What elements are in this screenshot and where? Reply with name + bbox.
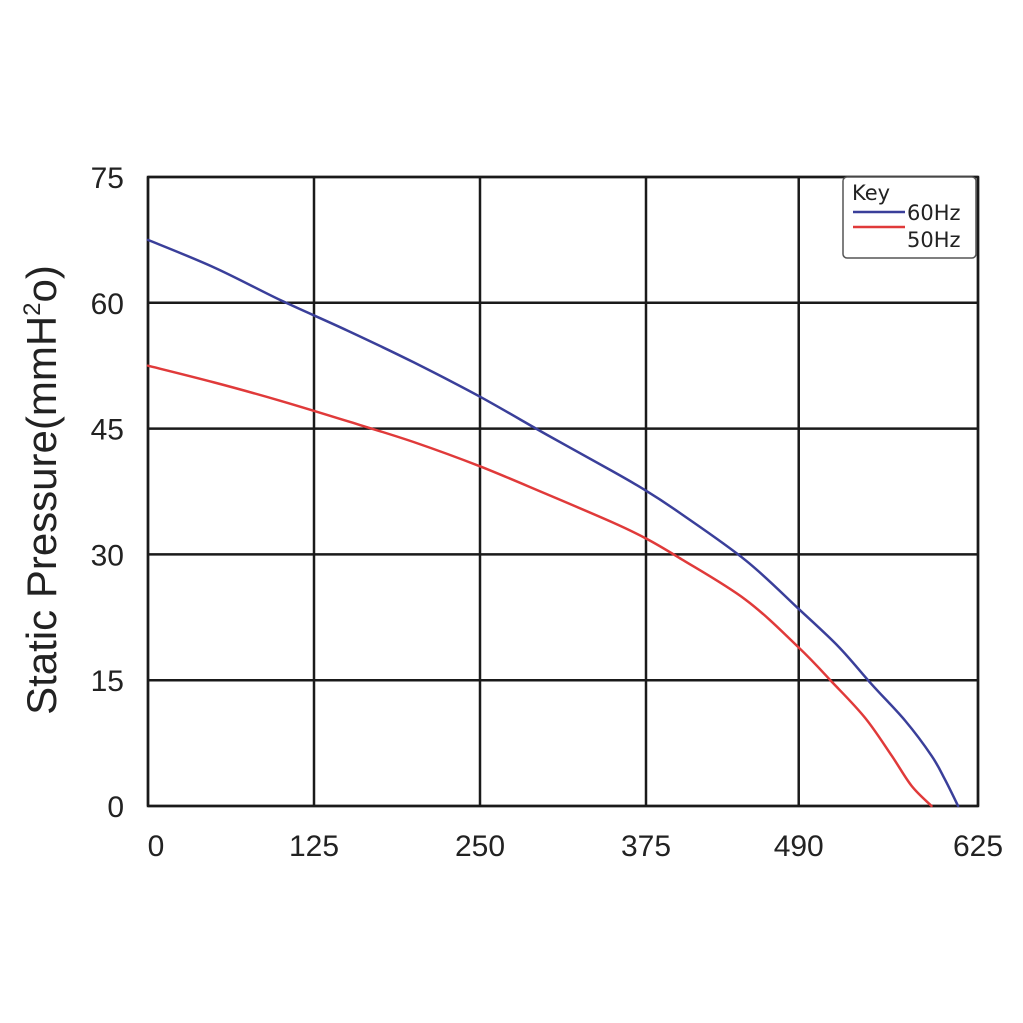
y-tick-label: 15 (91, 665, 124, 698)
y-axis-label-superscript: 2 (19, 302, 46, 315)
x-tick-label: 625 (953, 830, 1003, 863)
x-tick-label: 375 (621, 830, 671, 863)
x-tick-label: 0 (148, 830, 165, 863)
x-tick-label: 250 (455, 830, 505, 863)
y-axis-label: Static Pressure(mmH2o) (18, 265, 65, 715)
legend-title: Key (852, 181, 890, 205)
legend-box (842, 176, 977, 259)
x-tick-label: 125 (289, 830, 339, 863)
legend-label-50hz: 50Hz (907, 228, 961, 252)
y-tick-label: 75 (91, 162, 124, 195)
y-axis-label-main: Static Pressure(mmH (18, 316, 65, 715)
legend: Key 60Hz 50Hz (842, 176, 977, 259)
y-tick-label: 60 (91, 288, 124, 321)
plot-frame (146, 175, 980, 808)
grid (146, 175, 980, 808)
x-tick-label: 490 (774, 830, 824, 863)
y-tick-label: 45 (91, 414, 124, 447)
series-line-60hz (146, 238, 960, 808)
series-layer (146, 238, 960, 808)
series-line-50hz (146, 364, 933, 808)
y-tick-label: 30 (91, 539, 124, 572)
legend-label-60hz: 60Hz (907, 201, 961, 225)
x-tick-labels: 0 125 250 375 490 625 (148, 830, 1003, 863)
y-tick-label: 0 (107, 791, 124, 824)
y-axis-label-tail: o) (18, 265, 65, 302)
y-tick-labels: 0 15 30 45 60 75 (91, 162, 124, 824)
